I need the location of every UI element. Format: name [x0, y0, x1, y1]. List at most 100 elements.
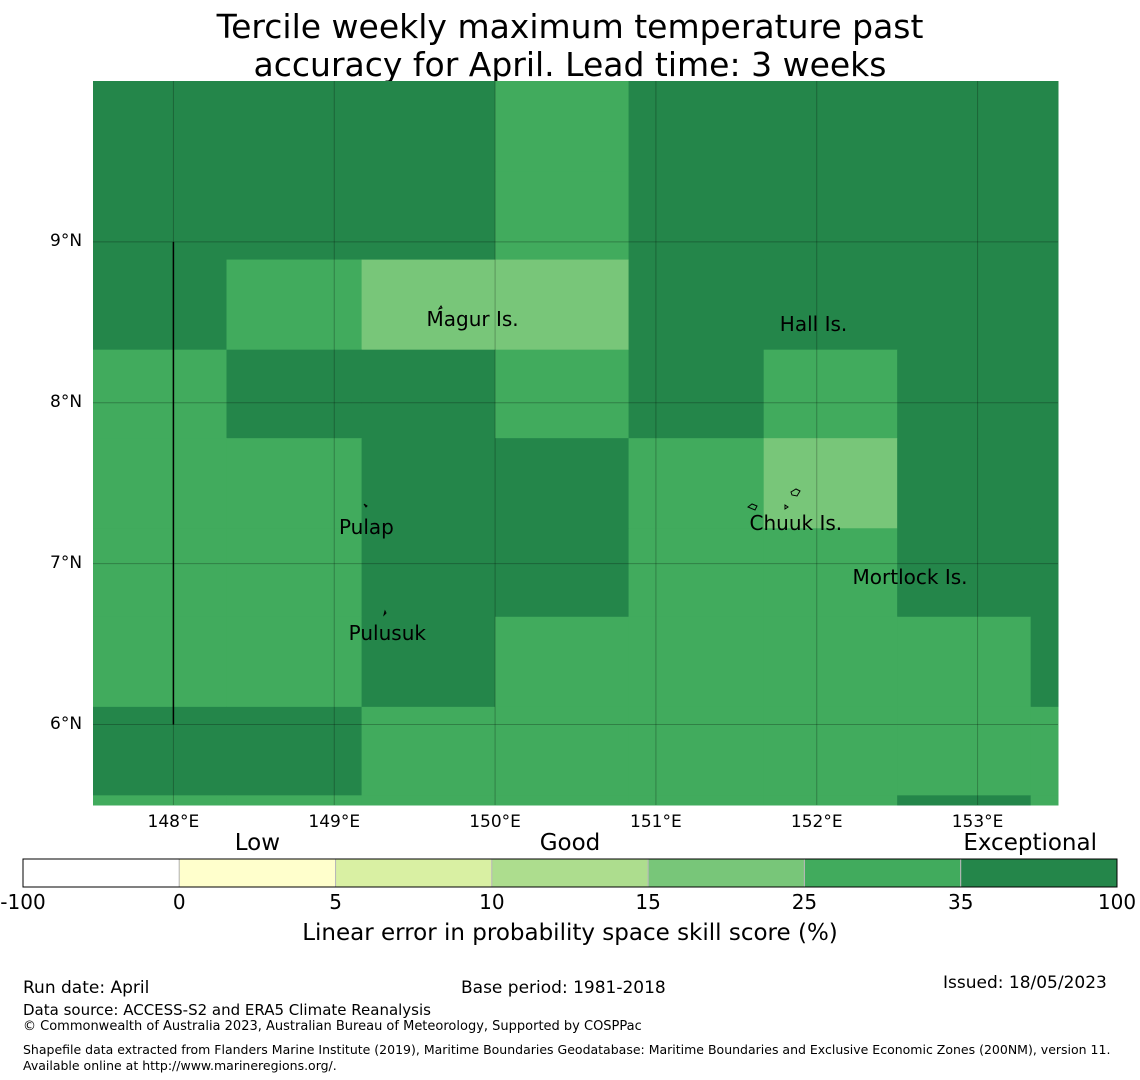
place-label: Chuuk Is.: [749, 511, 843, 536]
colorbar-tick-label: 35: [947, 890, 974, 914]
copyright: © Commonwealth of Australia 2023, Austra…: [23, 1019, 642, 1034]
grid-cell: [763, 706, 898, 796]
grid-cell: [226, 349, 363, 439]
grid-cell: [763, 438, 898, 529]
grid-cell: [361, 81, 496, 172]
grid-cell: [1030, 706, 1059, 796]
grid-cell: [897, 171, 1032, 261]
colorbar-bin: [491, 858, 649, 888]
longitude-label: 152°E: [790, 812, 843, 832]
base-period: Base period: 1981-2018: [461, 978, 666, 998]
grid-cell: [226, 259, 363, 351]
grid-cell: [361, 259, 496, 351]
grid-cell: [361, 438, 496, 529]
grid-cell: [628, 81, 765, 172]
grid-cell: [226, 438, 363, 529]
island-outline: [784, 504, 789, 510]
grid-cell: [226, 706, 363, 796]
latitude-label: 8°N: [50, 391, 83, 412]
place-label: Mortlock Is.: [852, 564, 968, 589]
grid-cell: [1030, 171, 1059, 261]
grid-cell: [763, 528, 898, 618]
latitude-label: 9°N: [50, 230, 83, 251]
grid-cell: [361, 616, 496, 708]
colorbar-bin: [960, 858, 1118, 888]
latitude-label: 7°N: [50, 552, 83, 573]
grid-cell: [93, 81, 227, 172]
grid-cell: [361, 528, 496, 618]
island-outline: [383, 609, 387, 617]
grid-cell: [763, 81, 898, 172]
colorbar-tick-label: 100: [1097, 890, 1137, 914]
grid-cell: [361, 171, 496, 261]
grid-cell: [897, 616, 1032, 708]
grid-cell: [897, 795, 1032, 806]
grid-cell: [495, 81, 630, 172]
grid-cell: [897, 706, 1032, 796]
colorbar-category-label: Low: [234, 830, 281, 856]
grid-cell: [93, 616, 227, 708]
grid-cell: [897, 81, 1032, 172]
longitude-label: 149°E: [308, 812, 361, 832]
grid-cell: [226, 616, 363, 708]
grid-cell: [226, 795, 363, 806]
grid-cell: [93, 528, 227, 618]
grid-cell: [361, 795, 496, 806]
map-title-line-1: Tercile weekly maximum temperature past: [216, 7, 924, 46]
colorbar-tick-label: 0: [172, 890, 186, 914]
shapefile-credit: Shapefile data extracted from Flanders M…: [23, 1042, 1111, 1073]
place-label: Magur Is.: [426, 307, 519, 332]
grid-cell: [495, 349, 630, 439]
grid-cell: [628, 259, 765, 351]
grid-cell: [226, 528, 363, 618]
colorbar-tick-label: 5: [329, 890, 342, 914]
grid-cell: [93, 795, 227, 806]
grid-cell: [495, 259, 630, 351]
grid-cell: [93, 706, 227, 796]
colorbar-tick-label: -100: [0, 890, 46, 914]
island-outlines: [363, 305, 801, 617]
colorbar-tick-label: 15: [635, 890, 661, 914]
grid-cell: [763, 349, 898, 439]
grid-cell: [763, 616, 898, 708]
grid-cell: [226, 171, 363, 261]
grid-cell: [1030, 259, 1059, 351]
grid-cell: [1030, 349, 1059, 439]
grid-cell: [495, 438, 630, 529]
grid-cell: [1030, 438, 1059, 529]
colorbar-outline: [22, 858, 1118, 888]
grid-cell: [897, 259, 1032, 351]
grid-cell: [93, 171, 227, 261]
grid-cell: [628, 528, 765, 618]
grid-cell: [628, 349, 765, 439]
longitude-label: 148°E: [147, 812, 200, 832]
colorbar-bin: [178, 858, 337, 888]
grid-cell: [628, 706, 765, 796]
issued-date: Issued: 18/05/2023: [943, 973, 1107, 993]
longitude-label: 150°E: [469, 812, 521, 832]
colorbar: [22, 858, 1118, 888]
grid-cell: [763, 259, 898, 351]
island-outline: [363, 503, 368, 508]
island-outline: [790, 488, 801, 497]
grid-cell: [1030, 528, 1059, 618]
grid-cell: [628, 616, 765, 708]
grid-cell: [93, 259, 227, 351]
colorbar-bin: [22, 858, 180, 888]
colorbar-bin: [335, 858, 493, 888]
colorbar-label: Linear error in probability space skill …: [302, 920, 838, 946]
grid-cell: [495, 616, 630, 708]
grid-cell: [628, 795, 765, 806]
latitude-label: 6°N: [50, 713, 83, 734]
grid-cell: [897, 438, 1032, 529]
colorbar-category-label: Good: [539, 830, 601, 856]
grid-cell: [628, 171, 765, 261]
place-label: Hall Is.: [779, 311, 848, 336]
colorbar-tick-label: 10: [479, 890, 505, 914]
grid-cell: [495, 171, 630, 261]
skill-grid: [93, 81, 1059, 806]
grid-cell: [1030, 795, 1059, 806]
grid-cell: [628, 438, 765, 529]
longitude-label: 153°E: [951, 812, 1004, 832]
